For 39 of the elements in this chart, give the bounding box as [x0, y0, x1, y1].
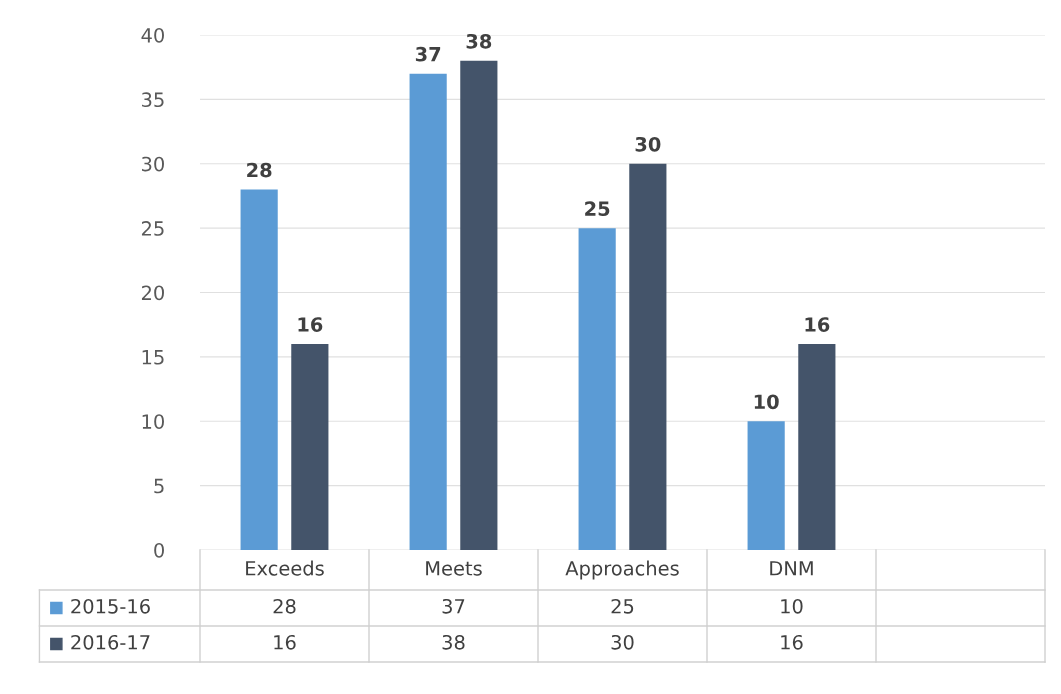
x-tick-label: DNM — [770, 561, 813, 576]
legend-label: 2015-16 — [71, 598, 150, 614]
data-label: 16 — [805, 317, 830, 332]
data-label: 10 — [754, 394, 779, 410]
x-tick-label: Meets — [426, 561, 482, 576]
text: 16 — [781, 634, 803, 650]
y-tick-label: 30 — [142, 156, 164, 172]
y-tick-label: 20 — [141, 285, 164, 301]
y-tick-label: 40 — [141, 27, 164, 43]
data-label: 16 — [298, 317, 323, 332]
y-tick-label: 10 — [142, 414, 164, 429]
text: 16 — [274, 634, 296, 650]
data-label: 28 — [247, 162, 272, 178]
bar — [409, 73, 447, 550]
bar — [798, 344, 836, 550]
bar — [240, 189, 278, 550]
y-tick-label: 15 — [142, 350, 164, 365]
bar — [578, 228, 616, 550]
y-tick-label: 0 — [154, 542, 164, 558]
bar — [747, 421, 785, 550]
data-label: 25 — [585, 201, 610, 217]
text: 10 — [781, 598, 803, 614]
text: 37 — [442, 598, 465, 614]
bar — [460, 60, 498, 550]
y-tick-label: 5 — [154, 478, 164, 494]
legend-label: 2016-17 — [71, 634, 150, 650]
text: 28 — [273, 598, 296, 614]
data-label: 30 — [635, 136, 661, 152]
data-label: 37 — [415, 46, 441, 62]
text: 25 — [611, 598, 634, 614]
y-tick-label: 35 — [142, 92, 164, 108]
bar — [629, 163, 667, 550]
text: 30 — [611, 634, 634, 650]
text: 38 — [442, 634, 465, 650]
x-tick-label: Exceeds — [246, 560, 324, 576]
y-tick-label: 25 — [141, 221, 164, 236]
x-tick-label: Approaches — [565, 560, 679, 580]
data-label: 38 — [466, 33, 492, 49]
bar — [291, 344, 329, 550]
